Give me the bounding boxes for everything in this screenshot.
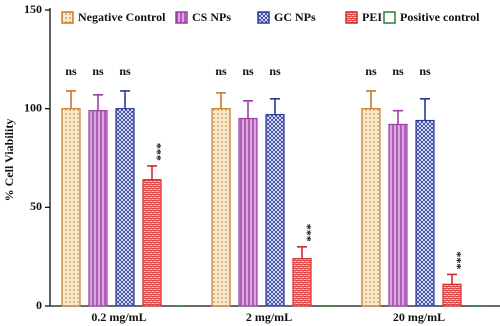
error-bar: [216, 92, 226, 109]
bar: [265, 113, 285, 307]
legend-swatch: [345, 11, 358, 24]
legend-label: CS NPs: [192, 10, 231, 24]
significance-label: ns: [65, 64, 77, 78]
bar: [142, 179, 162, 307]
y-axis-label: % Cell Viability: [2, 119, 16, 202]
legend-label: GC NPs: [274, 10, 316, 24]
y-tick-label: 100: [24, 100, 42, 114]
bar: [88, 110, 108, 307]
significance-label: ns: [242, 64, 254, 78]
legend-swatch: [383, 11, 396, 24]
error-bar: [66, 90, 76, 109]
error-bar: [120, 90, 130, 109]
error-bar: [147, 165, 157, 180]
error-bar: [270, 98, 280, 115]
significance-label: ns: [119, 64, 131, 78]
x-tick-label: 0.2 mg/mL: [91, 310, 146, 324]
error-bar: [297, 246, 307, 259]
significance-label: ***: [300, 224, 314, 242]
bar: [442, 283, 462, 307]
error-bar: [420, 98, 430, 121]
significance-label: ns: [392, 64, 404, 78]
legend-label: Positive control: [400, 10, 480, 24]
bar: [361, 108, 381, 307]
y-tick-label: 50: [30, 199, 42, 213]
significance-label: ns: [419, 64, 431, 78]
significance-label: ns: [92, 64, 104, 78]
legend-swatch: [257, 11, 270, 24]
error-bar: [243, 99, 253, 119]
bar: [415, 119, 435, 307]
error-bar: [393, 109, 403, 125]
significance-label: ***: [450, 251, 464, 269]
bar: [61, 108, 81, 307]
y-tick-label: 150: [24, 2, 42, 16]
y-tick-label: 0: [36, 298, 42, 312]
error-bar: [93, 94, 103, 111]
significance-label: ns: [215, 64, 227, 78]
legend-swatch: [175, 11, 188, 24]
significance-label: ***: [150, 143, 164, 161]
legend-label: Negative Control: [78, 10, 166, 24]
bar: [292, 258, 312, 307]
error-bar: [366, 90, 376, 109]
significance-label: ns: [269, 64, 281, 78]
bar: [238, 117, 258, 307]
bar: [211, 108, 231, 307]
error-bar: [447, 273, 457, 285]
significance-label: ns: [365, 64, 377, 78]
legend-swatch: [61, 11, 74, 24]
bar: [388, 123, 408, 307]
bar: [115, 108, 135, 307]
x-tick-label: 2 mg/mL: [246, 310, 292, 324]
x-tick-label: 20 mg/mL: [393, 310, 445, 324]
legend-label: PEI: [362, 10, 382, 24]
